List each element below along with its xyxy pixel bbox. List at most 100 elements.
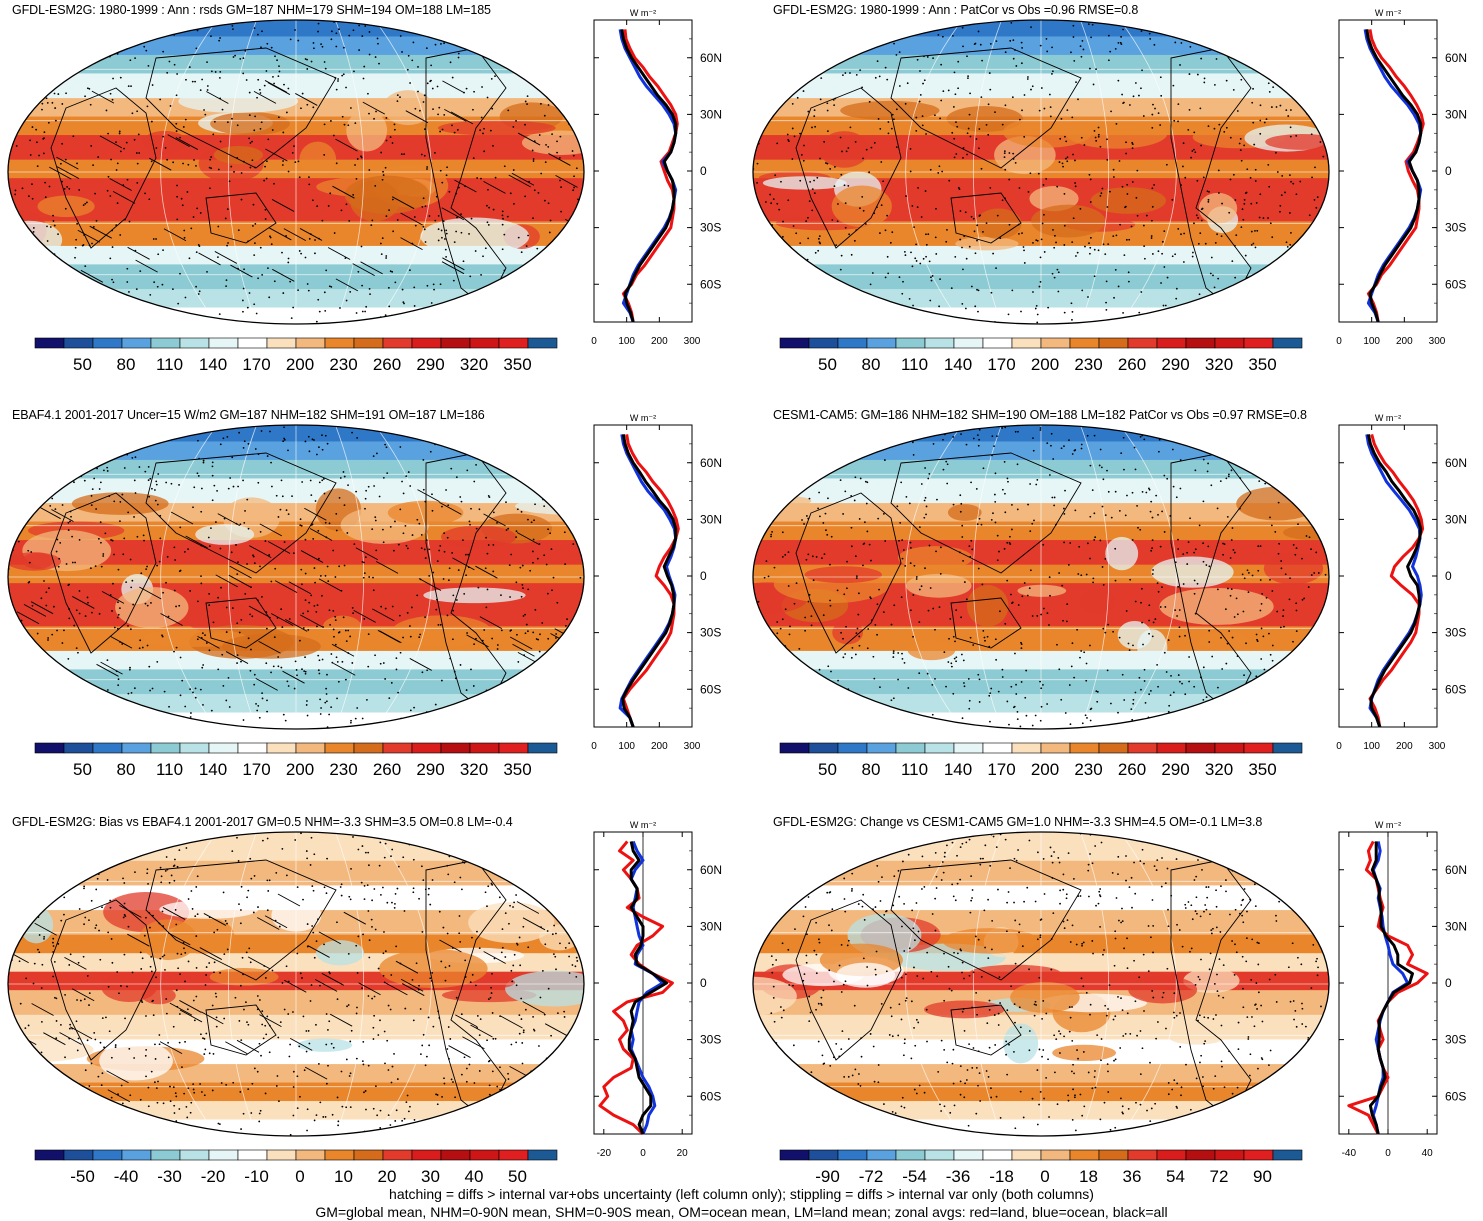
x-tick-label: 0 [1336,336,1342,347]
colorbar-swatch [324,742,355,754]
lat-tick-label: 30S [700,221,721,235]
zonal-mean-plot: W m⁻² 60N 30N 0 30S 60S 0 100 200 300 [591,8,722,347]
zonal-mean-plot: W m⁻² 60N 30N 0 30S 60S 0 100 200 300 [1336,413,1467,752]
colorbar-swatch [1069,1149,1100,1161]
coastline [145,859,337,981]
colorbar-swatch [1069,742,1100,754]
colorbar-label: 80 [862,355,881,374]
colorbar-swatch [1214,742,1245,754]
lat-tick-label: 60N [1445,456,1467,470]
colorbar-label: 140 [199,355,227,374]
colorbar-label: 200 [1031,355,1059,374]
lat-tick-label: 30S [1445,1033,1466,1047]
lat-tick-label: 0 [1445,976,1452,990]
lat-tick-label: 30S [700,626,721,640]
colorbar-swatch [92,337,123,349]
colorbar: -90 -72 -54 -36 -18 0 18 36 54 72 90 [779,1149,1303,1186]
coastline [1170,452,1252,714]
x-tick-label: -20 [597,1148,612,1159]
coastline [205,1004,277,1056]
lat-tick-label: 30N [1445,512,1467,526]
colorbar-swatch [953,337,984,349]
colorbar-swatch [808,1149,839,1161]
colorbar-swatch [779,337,810,349]
colorbar-swatch [121,742,152,754]
colorbar-label: -18 [989,1167,1014,1186]
colorbar-label: 170 [987,355,1015,374]
colorbar-swatch [837,742,868,754]
x-tick-label: 200 [651,336,668,347]
colorbar-swatch [1011,742,1042,754]
colorbar-swatch [208,1149,239,1161]
lat-tick-label: 60S [700,682,721,696]
colorbar-swatch [1185,1149,1216,1161]
colorbar-swatch [1272,337,1303,349]
colorbar-swatch [1272,742,1303,754]
colorbar-swatch [982,742,1013,754]
zonal-mean-plot: W m⁻² 60N 30N 0 30S 60S 0 100 200 300 [591,413,722,752]
coastline [425,47,507,309]
lat-tick-label: 30S [1445,626,1466,640]
colorbar-swatch [779,742,810,754]
panel-2: GFDL-ESM2G: 1980-1999 : Ann : PatCor vs … [745,0,1483,405]
lat-tick-label: 60S [700,277,721,291]
series-line-all [627,841,668,1135]
lat-tick-label: 30N [700,512,722,526]
lat-tick-label: 60S [1445,1089,1466,1103]
colorbar-swatch [1011,1149,1042,1161]
colorbar-swatch [324,1149,355,1161]
colorbar-swatch [953,1149,984,1161]
colorbar-swatch [527,337,558,349]
hatching [38,80,584,292]
colorbar-swatch [1214,337,1245,349]
lat-tick-label: 0 [1445,569,1452,583]
map [7,424,585,730]
colorbar-swatch [237,742,268,754]
colorbar-label: -30 [157,1167,182,1186]
coastline [205,192,277,244]
colorbar-label: 50 [73,355,92,374]
x-tick-label: 300 [684,741,701,752]
colorbar-swatch [895,337,926,349]
colorbar-swatch [1127,337,1158,349]
colorbar-label: 350 [503,355,531,374]
zonal-mean-plot: W m⁻² 60N 30N 0 30S 60S 0 100 200 300 [1336,8,1467,347]
lat-tick-label: 0 [1445,164,1452,178]
colorbar: 50 80 110 140 170 200 230 260 290 320 350 [34,742,558,779]
x-tick-label: 100 [1363,741,1380,752]
colorbar-swatch [469,337,500,349]
colorbar-label: -40 [114,1167,139,1186]
colorbar-label: 320 [1205,355,1233,374]
colorbar-swatch [63,1149,94,1161]
x-tick-label: 200 [1396,336,1413,347]
coastline [145,452,337,574]
colorbar: -50 -40 -30 -20 -10 0 10 20 30 40 50 [34,1149,558,1186]
colorbar-swatch [1098,337,1129,349]
panel-4: CESM1-CAM5: GM=186 NHM=182 SHM=190 OM=18… [745,405,1483,810]
x-tick-label: -40 [1342,1148,1357,1159]
zonal-units: W m⁻² [630,413,656,423]
colorbar-swatch [266,1149,297,1161]
colorbar-swatch [440,337,471,349]
x-tick-label: 100 [618,741,635,752]
map [752,424,1330,730]
panel-title: EBAF4.1 2001-2017 Uncer=15 W/m2 GM=187 N… [12,408,485,422]
colorbar-label: 170 [987,760,1015,779]
colorbar-swatch [382,1149,413,1161]
lat-tick-label: 30N [700,107,722,121]
colorbar-label: 54 [1166,1167,1185,1186]
colorbar-swatch [837,1149,868,1161]
colorbar-swatch [866,337,897,349]
lat-tick-label: 60S [1445,277,1466,291]
colorbar: 50 80 110 140 170 200 230 260 290 320 350 [34,337,558,374]
colorbar-swatch [150,1149,181,1161]
colorbar-swatch [866,1149,897,1161]
x-tick-label: 200 [1396,741,1413,752]
series-line-land [621,434,680,728]
colorbar-swatch [411,1149,442,1161]
colorbar-swatch [150,742,181,754]
colorbar-label: 290 [416,760,444,779]
series-line-all [1366,434,1423,728]
colorbar-swatch [1069,337,1100,349]
colorbar-label: -50 [70,1167,95,1186]
